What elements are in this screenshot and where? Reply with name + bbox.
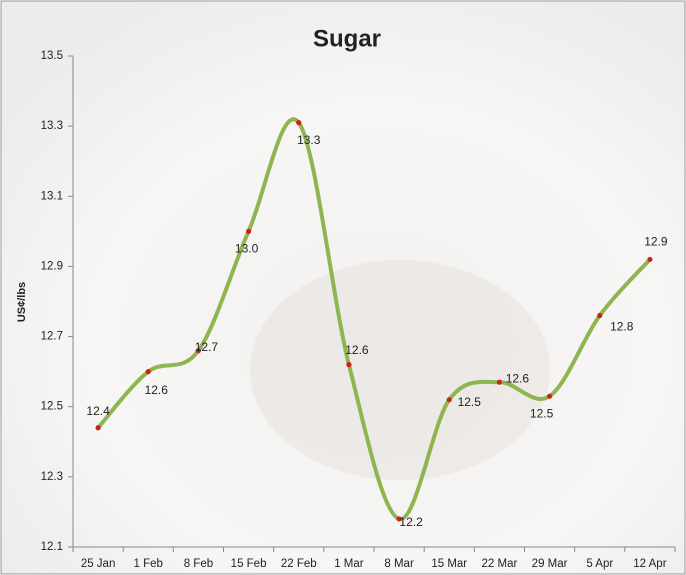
y-tick-label: 13.5	[41, 50, 63, 62]
x-tick-label: 8 Mar	[384, 558, 414, 570]
marker	[296, 120, 301, 125]
y-axis-title: US¢/lbs	[16, 282, 28, 322]
x-tick-label: 5 Apr	[586, 558, 613, 570]
chart: Sugar US¢/lbs 12.1 12.3 12.5 12.7 12.9 13.1 13…	[0, 0, 686, 575]
data-label: 13.0	[235, 242, 259, 256]
background-bowl	[250, 260, 550, 480]
data-label: 12.6	[345, 343, 369, 357]
y-tick-label: 12.7	[41, 331, 63, 343]
data-label: 12.8	[610, 320, 634, 334]
y-tick-label: 12.9	[41, 260, 63, 272]
data-label: 12.9	[644, 235, 668, 249]
chart-title: Sugar	[313, 25, 381, 52]
data-label: 12.5	[530, 406, 554, 420]
marker	[146, 369, 151, 374]
marker	[597, 313, 602, 318]
marker	[346, 362, 351, 367]
x-tick-label: 15 Feb	[231, 558, 267, 570]
x-tick-label: 22 Feb	[281, 558, 317, 570]
data-label: 12.5	[458, 395, 482, 409]
y-tick-label: 12.5	[41, 401, 63, 413]
y-tick-label: 12.3	[41, 471, 63, 483]
marker	[447, 397, 452, 402]
x-tick-label: 15 Mar	[431, 558, 467, 570]
x-tick-label: 1 Mar	[334, 558, 364, 570]
x-tick-label: 25 Jan	[81, 558, 116, 570]
x-tick-label: 29 Mar	[532, 558, 568, 570]
x-tick-label: 22 Mar	[482, 558, 518, 570]
marker	[497, 380, 502, 385]
y-tick-label: 13.3	[41, 120, 63, 132]
data-label: 12.6	[145, 383, 169, 397]
y-tick-label: 13.1	[41, 190, 63, 202]
data-label: 12.6	[506, 371, 530, 385]
x-tick-label: 1 Feb	[134, 558, 163, 570]
data-label: 12.7	[195, 340, 219, 354]
data-label: 12.4	[86, 404, 110, 418]
marker	[95, 425, 100, 430]
data-label: 13.3	[297, 133, 321, 147]
marker	[547, 394, 552, 399]
x-tick-label: 12 Apr	[633, 558, 666, 570]
y-tick-label: 12.1	[41, 541, 63, 553]
marker	[246, 229, 251, 234]
data-label: 12.2	[399, 515, 423, 529]
x-tick-label: 8 Feb	[184, 558, 213, 570]
marker	[647, 257, 652, 262]
